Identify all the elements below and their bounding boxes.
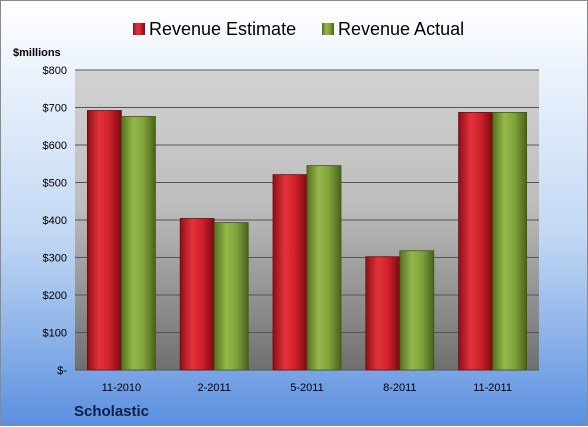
x-tick-label: 2-2011 xyxy=(197,382,230,394)
y-tick-label: $500 xyxy=(43,178,67,190)
legend: Revenue Estimate Revenue Actual xyxy=(133,19,464,39)
bar-actual-8-2011 xyxy=(399,250,435,371)
x-tick-label: 11-2010 xyxy=(102,382,142,394)
bar-estimate-11-2010 xyxy=(87,110,122,371)
y-tick-label: $700 xyxy=(43,103,67,115)
bar-estimate-2-2011 xyxy=(179,218,215,371)
x-axis-ticks: 11-2010 2-2011 5-2011 8-2011 11-2011 xyxy=(102,382,512,394)
y-tick-label: $- xyxy=(57,365,67,377)
company-caption: Scholastic xyxy=(74,403,149,420)
legend-label-actual: Revenue Actual xyxy=(338,19,464,39)
bars xyxy=(87,110,528,371)
y-tick-label: $800 xyxy=(43,65,67,77)
bar-actual-11-2011 xyxy=(492,111,528,371)
bar-estimate-8-2011 xyxy=(365,256,401,371)
legend-item-revenue-actual[interactable]: Revenue Actual xyxy=(322,19,464,39)
y-tick-label: $200 xyxy=(43,290,67,302)
bar-actual-11-2010 xyxy=(121,116,156,371)
y-tick-label: $600 xyxy=(43,140,67,152)
y-tick-label: $100 xyxy=(43,328,67,340)
bar-estimate-11-2011 xyxy=(458,111,494,371)
legend-item-revenue-estimate[interactable]: Revenue Estimate xyxy=(133,19,296,39)
bar-actual-5-2011 xyxy=(306,165,342,371)
y-tick-label: $400 xyxy=(43,215,67,227)
y-axis-ticks: $- $100 $200 $300 $400 $500 $600 $700 $800 xyxy=(43,65,68,377)
legend-swatch-estimate xyxy=(133,23,145,35)
y-unit-label: $millions xyxy=(13,47,61,59)
legend-label-estimate: Revenue Estimate xyxy=(149,19,296,39)
y-tick-label: $300 xyxy=(43,253,67,265)
x-tick-label: 5-2011 xyxy=(290,382,323,394)
legend-swatch-actual xyxy=(322,23,334,35)
bar-estimate-5-2011 xyxy=(272,174,308,371)
x-tick-label: 11-2011 xyxy=(473,382,512,394)
bar-actual-2-2011 xyxy=(213,222,249,371)
x-tick-label: 8-2011 xyxy=(383,382,416,394)
